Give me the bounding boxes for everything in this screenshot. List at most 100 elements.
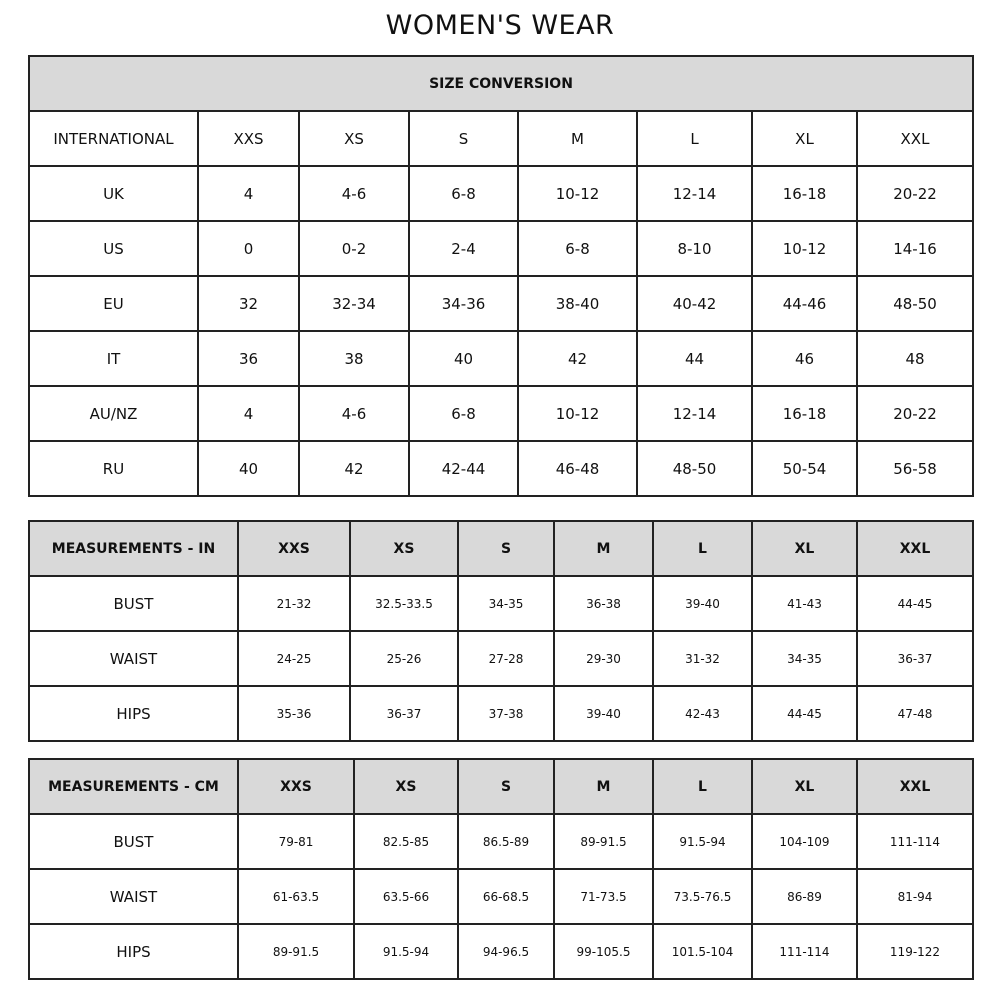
- measurements-in-table: MEASUREMENTS - IN XXS XS S M L XL XXL BUST 21-32 3…: [28, 520, 974, 742]
- table-cell: 119-122: [856, 923, 974, 980]
- size-header-cell: XXS: [237, 520, 351, 577]
- table-row: US 0 0-2 2-4 6-8 8-10 10-12 14-16: [28, 220, 974, 277]
- table-row: HIPS 89-91.5 91.5-94 94-96.5 99-105.5 101.5-1…: [28, 923, 974, 980]
- table-cell: 34-35: [457, 575, 555, 632]
- table-cell: 44-46: [751, 275, 858, 332]
- table-row: IT 36 38 40 42 44 46 48: [28, 330, 974, 387]
- size-header-cell: L: [652, 758, 753, 815]
- table-cell: XS: [298, 110, 410, 167]
- size-header-cell: XXL: [856, 520, 974, 577]
- row-label: BUST: [28, 813, 239, 870]
- row-label: HIPS: [28, 923, 239, 980]
- table-cell: 73.5-76.5: [652, 868, 753, 925]
- header-row: MEASUREMENTS - CM XXS XS S M L XL XXL: [28, 758, 974, 815]
- table-cell: 32-34: [298, 275, 410, 332]
- table-cell: 0: [197, 220, 300, 277]
- table-cell: 40: [197, 440, 300, 497]
- table-cell: 44-45: [751, 685, 858, 742]
- table-row: AU/NZ 4 4-6 6-8 10-12 12-14 16-18 20-22: [28, 385, 974, 442]
- table-row: INTERNATIONAL XXS XS S M L XL XXL: [28, 110, 974, 167]
- table-cell: 101.5-104: [652, 923, 753, 980]
- measurements-cm-table: MEASUREMENTS - CM XXS XS S M L XL XXL BUST 79-81 8…: [28, 758, 974, 980]
- table-cell: 27-28: [457, 630, 555, 687]
- table-cell: 42-43: [652, 685, 753, 742]
- table-cell: 4: [197, 385, 300, 442]
- table-cell: 25-26: [349, 630, 459, 687]
- table-cell: 32: [197, 275, 300, 332]
- table-cell: 21-32: [237, 575, 351, 632]
- table-cell: 20-22: [856, 385, 974, 442]
- table-cell: 31-32: [652, 630, 753, 687]
- size-header-cell: XS: [349, 520, 459, 577]
- table-cell: 36-37: [349, 685, 459, 742]
- row-label: US: [28, 220, 199, 277]
- table-cell: 42: [298, 440, 410, 497]
- table-cell: 40: [408, 330, 519, 387]
- row-label: RU: [28, 440, 199, 497]
- table-cell: 37-38: [457, 685, 555, 742]
- table-cell: 16-18: [751, 385, 858, 442]
- row-label: HIPS: [28, 685, 239, 742]
- table-cell: XL: [751, 110, 858, 167]
- table-cell: 91.5-94: [353, 923, 459, 980]
- table-cell: 48: [856, 330, 974, 387]
- table-cell: 89-91.5: [237, 923, 355, 980]
- table-cell: 10-12: [751, 220, 858, 277]
- table-row: EU 32 32-34 34-36 38-40 40-42 44-46 48-50: [28, 275, 974, 332]
- size-header-cell: L: [652, 520, 753, 577]
- table-cell: 94-96.5: [457, 923, 555, 980]
- table-cell: 81-94: [856, 868, 974, 925]
- table-cell: XXS: [197, 110, 300, 167]
- table-cell: 48-50: [856, 275, 974, 332]
- table-cell: 71-73.5: [553, 868, 654, 925]
- size-conversion-heading-row: SIZE CONVERSION: [28, 55, 974, 112]
- table-cell: 12-14: [636, 165, 753, 222]
- header-row: MEASUREMENTS - IN XXS XS S M L XL XXL: [28, 520, 974, 577]
- table-cell: 56-58: [856, 440, 974, 497]
- header-label: MEASUREMENTS - CM: [28, 758, 239, 815]
- table-cell: 6-8: [408, 385, 519, 442]
- table-cell: 99-105.5: [553, 923, 654, 980]
- table-cell: 32.5-33.5: [349, 575, 459, 632]
- table-row: UK 4 4-6 6-8 10-12 12-14 16-18 20-22: [28, 165, 974, 222]
- table-cell: 46: [751, 330, 858, 387]
- table-cell: 44: [636, 330, 753, 387]
- table-cell: 111-114: [856, 813, 974, 870]
- size-header-cell: XL: [751, 758, 858, 815]
- size-conversion-table: SIZE CONVERSION INTERNATIONAL XXS XS S M L XL X…: [28, 55, 974, 497]
- row-label: WAIST: [28, 868, 239, 925]
- table-cell: 91.5-94: [652, 813, 753, 870]
- table-cell: 12-14: [636, 385, 753, 442]
- row-label: UK: [28, 165, 199, 222]
- table-cell: M: [517, 110, 638, 167]
- table-cell: 86-89: [751, 868, 858, 925]
- table-cell: 10-12: [517, 385, 638, 442]
- row-label: EU: [28, 275, 199, 332]
- table-cell: 104-109: [751, 813, 858, 870]
- table-cell: XXL: [856, 110, 974, 167]
- table-cell: 20-22: [856, 165, 974, 222]
- table-cell: 82.5-85: [353, 813, 459, 870]
- row-label: IT: [28, 330, 199, 387]
- page-title: WOMEN'S WEAR: [385, 10, 615, 41]
- table-cell: 34-36: [408, 275, 519, 332]
- table-cell: 29-30: [553, 630, 654, 687]
- table-cell: 40-42: [636, 275, 753, 332]
- table-cell: 4: [197, 165, 300, 222]
- table-cell: 86.5-89: [457, 813, 555, 870]
- header-label: MEASUREMENTS - IN: [28, 520, 239, 577]
- size-header-cell: M: [553, 520, 654, 577]
- table-cell: 6-8: [408, 165, 519, 222]
- size-header-cell: XS: [353, 758, 459, 815]
- table-cell: 36-37: [856, 630, 974, 687]
- table-cell: 42-44: [408, 440, 519, 497]
- table-row: BUST 21-32 32.5-33.5 34-35 36-38 39-40 41-43 44…: [28, 575, 974, 632]
- table-cell: 63.5-66: [353, 868, 459, 925]
- table-cell: 39-40: [652, 575, 753, 632]
- size-header-cell: M: [553, 758, 654, 815]
- table-row: BUST 79-81 82.5-85 86.5-89 89-91.5 91.5-94 104…: [28, 813, 974, 870]
- table-cell: 61-63.5: [237, 868, 355, 925]
- row-label: WAIST: [28, 630, 239, 687]
- row-label: BUST: [28, 575, 239, 632]
- table-cell: 6-8: [517, 220, 638, 277]
